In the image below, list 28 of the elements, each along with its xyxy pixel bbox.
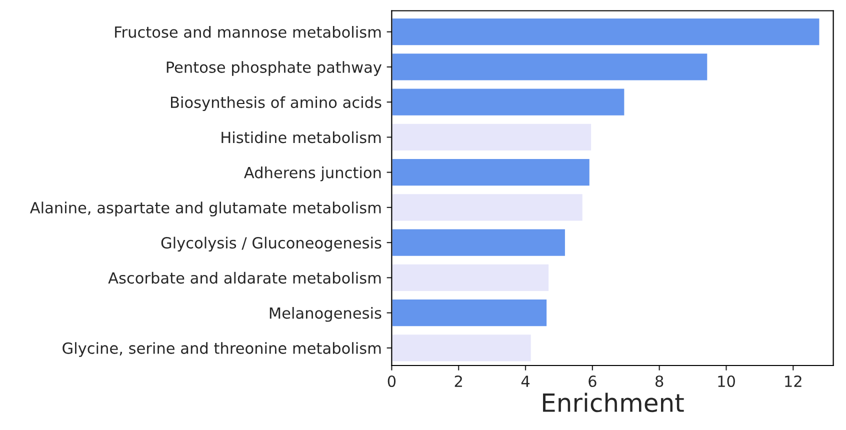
bar — [392, 122, 592, 152]
x-tick-label: 10 — [718, 375, 735, 388]
y-tick-label: Adherens junction — [244, 166, 381, 182]
x-tick-label: 8 — [656, 375, 664, 388]
x-tick-label: 12 — [785, 375, 802, 387]
y-tick-label: Glycolysis / Gluconeogenesis — [161, 236, 382, 252]
bar — [392, 333, 532, 363]
bar — [392, 17, 821, 47]
y-tick-label: Ascorbate and aldarate metabolism — [108, 272, 381, 284]
x-axis-title: Enrichment — [543, 392, 684, 412]
y-tick-label: Alanine, aspartate and glutamate metabolism — [30, 202, 381, 216]
bar — [392, 298, 548, 328]
bar — [392, 158, 591, 188]
y-tick-label: Fructose and mannose metabolism — [115, 26, 381, 38]
y-tick-label: Pentose phosphate pathway — [166, 61, 382, 76]
bar — [392, 228, 566, 258]
x-tick-label: 4 — [521, 376, 530, 387]
y-tick-label: Biosynthesis of amino acids — [171, 96, 382, 112]
bar — [392, 87, 626, 117]
bar — [392, 262, 550, 292]
x-tick-label: 6 — [588, 375, 596, 388]
y-tick-label: Glycine, serine and threonine metabolism — [62, 342, 381, 357]
y-tick-label: Histidine metabolism — [222, 131, 381, 144]
bar — [392, 52, 709, 82]
y-tick-label: Melanogenesis — [270, 307, 382, 322]
bar — [392, 192, 584, 222]
x-tick-label: 2 — [454, 375, 462, 387]
x-tick-label: 0 — [388, 375, 396, 388]
